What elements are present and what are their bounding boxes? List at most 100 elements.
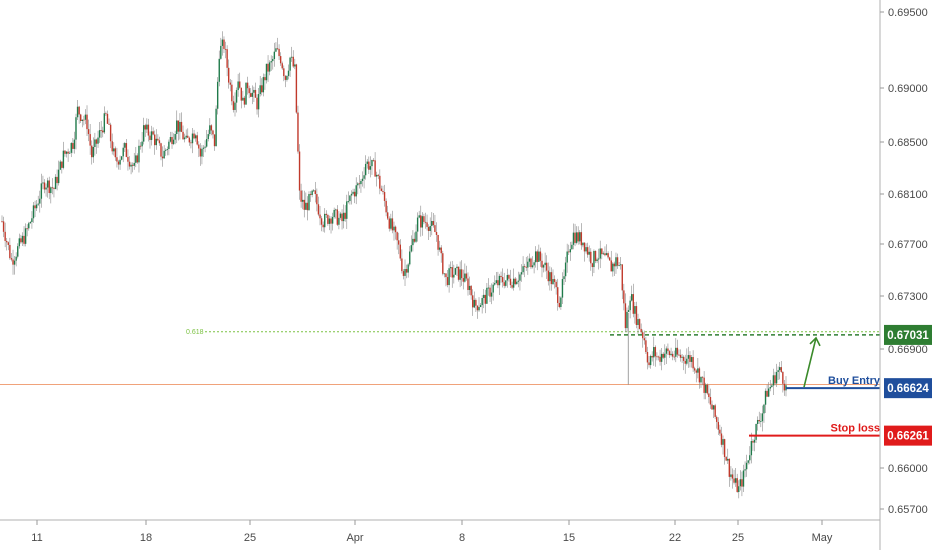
candle (741, 471, 743, 497)
candle-body (533, 262, 535, 266)
candle (290, 46, 293, 62)
candle (453, 264, 455, 284)
candle (201, 145, 203, 165)
candle-body (256, 97, 258, 110)
candle (448, 264, 450, 293)
candle-body (517, 280, 520, 282)
candle-body (39, 198, 41, 204)
candle-body (505, 280, 507, 286)
candle-body (462, 278, 464, 282)
candle-body (106, 113, 109, 124)
candle-body (429, 225, 431, 232)
candle-body (645, 340, 647, 353)
candle (78, 105, 80, 124)
candle-body (267, 63, 269, 72)
candle-body (697, 368, 699, 373)
buy-entry-tag-box (884, 378, 932, 399)
candle (654, 345, 657, 367)
candle (196, 131, 198, 146)
candle (204, 140, 206, 153)
candle (693, 366, 696, 374)
candle (330, 216, 332, 234)
candle (490, 283, 493, 305)
candle-body (54, 176, 57, 190)
price-tick-label: 0.66000 (888, 463, 928, 475)
candle-body (766, 390, 768, 397)
candle-body (91, 145, 93, 158)
candle-body (210, 125, 213, 131)
candle (169, 131, 172, 143)
candle (410, 235, 413, 253)
candle-body (333, 209, 335, 217)
candle-body (366, 161, 368, 164)
candle (272, 55, 274, 70)
candle-body (549, 272, 551, 282)
candle-body (279, 56, 282, 64)
candle-body (125, 143, 128, 157)
candle-body (50, 187, 52, 194)
candle (331, 212, 334, 231)
candle (20, 234, 22, 244)
candle-body (51, 187, 54, 189)
candle-body (605, 253, 608, 256)
candle (542, 264, 545, 273)
candle-body (262, 77, 265, 93)
candle (122, 142, 124, 163)
candle (767, 382, 770, 398)
candle-body (475, 299, 477, 306)
candle-body (220, 45, 222, 59)
candle (401, 249, 403, 274)
candle (462, 269, 464, 290)
candle-body (454, 268, 457, 275)
candle-body (201, 148, 203, 157)
candle (690, 355, 693, 368)
candle-body (689, 355, 691, 362)
candle (113, 142, 115, 156)
stop-loss-tag-box (884, 425, 932, 446)
candle-body (103, 113, 106, 133)
candle-body (730, 474, 732, 477)
candle-body (457, 266, 460, 280)
candle-body (415, 231, 417, 242)
candle-body (610, 260, 612, 272)
candle-body (736, 478, 738, 493)
candle-body (393, 226, 395, 231)
candle-body (468, 285, 471, 291)
candle (547, 262, 549, 286)
candle (235, 87, 238, 113)
candle-body (7, 242, 9, 245)
candle (165, 148, 167, 156)
candle-body (520, 272, 523, 275)
candle-body (525, 266, 527, 268)
candle (783, 379, 786, 396)
candle-body (646, 352, 649, 363)
candle (509, 269, 512, 289)
candle (667, 343, 669, 355)
candle (105, 111, 107, 116)
candle (371, 159, 373, 175)
candle (51, 178, 54, 195)
candle (205, 129, 208, 148)
candle (429, 217, 431, 237)
candle-body (32, 205, 35, 219)
candle (679, 349, 682, 362)
candle-body (139, 145, 142, 147)
candle-body (294, 64, 296, 67)
candle-body (317, 204, 320, 215)
candle (670, 347, 672, 357)
candle-body (371, 159, 373, 167)
candle-body (166, 149, 169, 150)
candle (57, 160, 60, 186)
candle-body (138, 145, 140, 163)
candle (517, 271, 520, 288)
candle (242, 90, 244, 101)
candle-body (586, 247, 589, 255)
candle (591, 262, 594, 277)
candle-body (767, 388, 770, 397)
candle (601, 248, 603, 260)
time-tick-label: 25 (732, 532, 744, 544)
candle-body (154, 134, 156, 146)
price-tags: 0.67031 0.66624 0.66261 (884, 324, 932, 446)
